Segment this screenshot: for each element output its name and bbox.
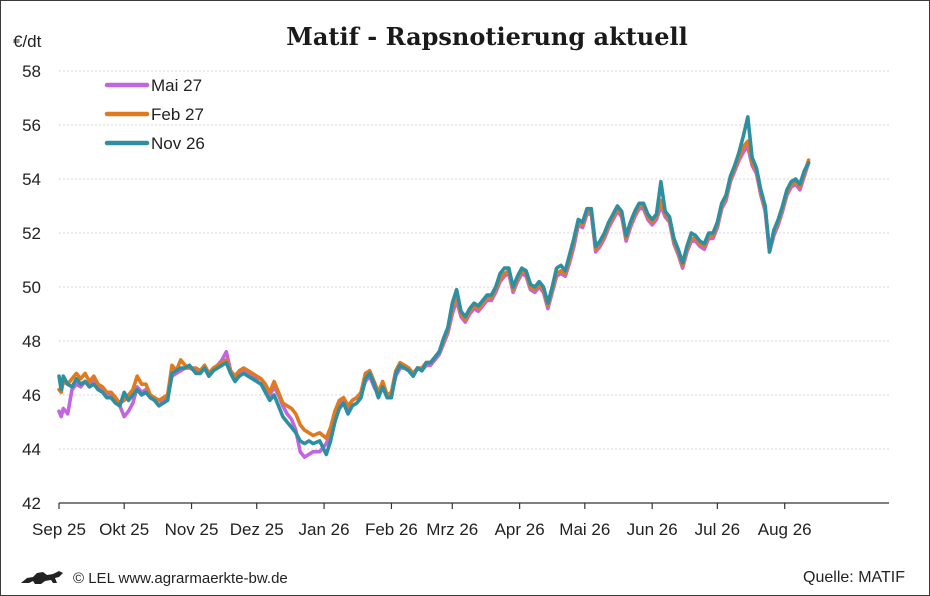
y-tick-label: 54 (22, 170, 41, 189)
grid-layer (59, 70, 889, 450)
legend: Mai 27 Feb 27 Nov 26 (104, 76, 205, 153)
legend-label: Nov 26 (151, 134, 205, 153)
y-tick-label: 50 (22, 278, 41, 297)
chart-title: Matif - Rapsnotierung aktuell (286, 22, 687, 51)
x-tick-label: Okt 25 (99, 520, 149, 539)
x-tick-label: Feb 26 (365, 520, 418, 539)
y-tick-label: 52 (22, 224, 41, 243)
x-tick-label: Sep 25 (32, 520, 86, 539)
x-tick-label: Dez 25 (230, 520, 284, 539)
y-axis-label: €/dt (13, 32, 42, 51)
x-tick-label: Mai 26 (559, 520, 610, 539)
series-line-feb-27 (57, 139, 811, 440)
series-line-nov-26 (57, 115, 811, 457)
x-tick-label: Jun 26 (627, 520, 678, 539)
footer-credit: © LEL www.agrarmaerkte-bw.de (19, 569, 288, 587)
x-tick-label: Apr 26 (495, 520, 545, 539)
x-tick-label: Aug 26 (758, 520, 812, 539)
legend-label: Mai 27 (151, 76, 202, 95)
x-tick-label: Mrz 26 (426, 520, 478, 539)
x-tick-label: Jul 26 (695, 520, 740, 539)
source-text: Quelle: MATIF (803, 569, 905, 586)
y-tick-label: 48 (22, 332, 41, 351)
y-tick-label: 42 (22, 494, 41, 513)
axis-layer: 42 44 46 48 50 52 54 56 58 Sep 25 Okt 25 Nov 25 Dez … (22, 62, 889, 539)
copyright-text[interactable]: © LEL www.agrarmaerkte-bw.de (73, 569, 288, 587)
lion-logo-icon (21, 571, 63, 584)
y-tick-label: 44 (22, 440, 41, 459)
y-tick-label: 56 (22, 116, 41, 135)
series-line-mai-27 (57, 144, 811, 459)
y-tick-label: 58 (22, 62, 41, 81)
x-tick-label: Jan 26 (299, 520, 350, 539)
y-tick-label: 46 (22, 386, 41, 405)
legend-label: Feb 27 (151, 105, 204, 124)
x-tick-label: Nov 25 (165, 520, 219, 539)
series-layer (57, 115, 811, 459)
